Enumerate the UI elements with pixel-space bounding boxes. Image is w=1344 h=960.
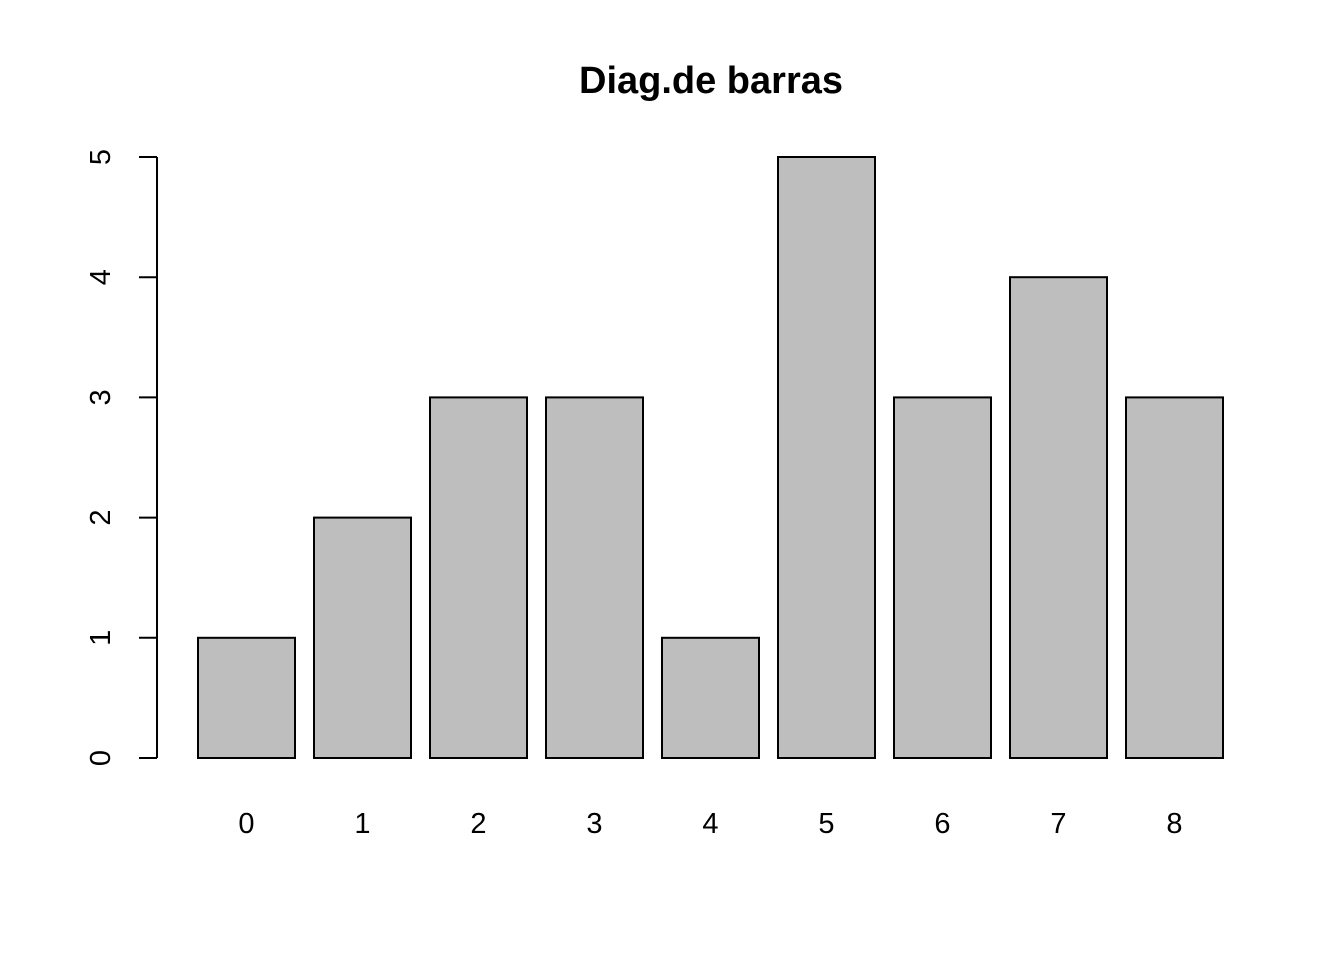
y-tick-label: 2 [85,510,117,526]
y-tick-label: 0 [85,750,117,766]
bar-3 [545,396,644,759]
y-tick-label: 5 [85,149,117,165]
x-tick-label: 3 [586,808,602,840]
bar-6 [893,396,992,759]
bar-2 [429,396,528,759]
bars-group [197,156,1224,759]
bar-7 [1009,276,1108,759]
bar-5 [777,156,876,759]
x-tick-label: 7 [1050,808,1066,840]
y-tick-label: 3 [85,389,117,405]
x-tick-label: 0 [238,808,254,840]
chart-title: Diag.de barras [579,60,843,102]
x-tick-label: 6 [934,808,950,840]
x-tick-label: 8 [1166,808,1182,840]
x-tick-label: 5 [818,808,834,840]
y-tick-label: 4 [85,269,117,285]
x-axis-labels: 0 1 2 3 4 5 6 7 8 [238,808,1182,840]
y-tick-label: 1 [85,630,117,646]
x-tick-label: 4 [702,808,718,840]
bar-4 [661,636,760,759]
y-axis: 0 1 2 3 4 5 [85,149,158,766]
x-tick-label: 1 [354,808,370,840]
bar-0 [197,636,296,759]
bar-1 [313,516,412,759]
x-tick-label: 2 [470,808,486,840]
bar-8 [1125,396,1224,759]
